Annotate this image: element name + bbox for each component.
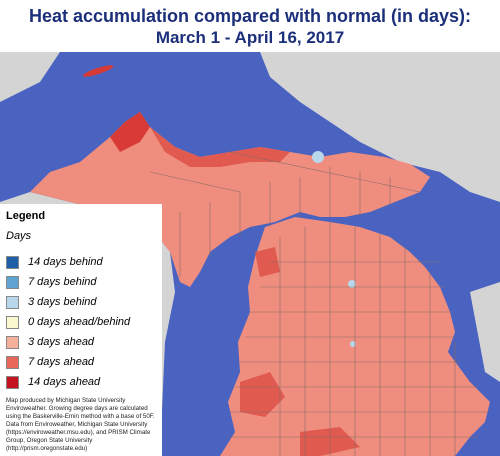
legend-subheading: Days [6, 230, 32, 242]
legend-heading: Legend [6, 210, 46, 222]
lower-peninsula-hot-patch-1 [240, 372, 285, 417]
legend-swatch [6, 335, 19, 349]
keweenaw-hot-zone [110, 112, 150, 152]
legend-item: 7 days behind [6, 272, 162, 292]
title-line-1: Heat accumulation compared with normal (… [28, 6, 472, 26]
legend-item: 3 days behind [6, 292, 162, 312]
legend-items: 14 days behind 7 days behind 3 days behind… [6, 252, 162, 392]
legend-item: 0 days ahead/behind [6, 312, 162, 332]
legend-swatch [6, 375, 19, 389]
map-credit-text: Map produced by Michigan State Universit… [6, 397, 155, 452]
legend-panel: Legend Days 14 days behind 7 days behind 3… [0, 204, 162, 456]
county-boundaries [149, 151, 488, 456]
cool-spot-3 [350, 341, 356, 347]
legend-item-label: 7 days ahead [28, 356, 95, 368]
legend-item: 14 days behind [6, 252, 162, 272]
legend-swatch [6, 355, 19, 369]
legend-item: 3 days ahead [6, 332, 162, 352]
title-line-2: March 1 - April 16, 2017 [155, 28, 345, 47]
legend-item: 14 days ahead [6, 372, 162, 392]
upper-peninsula [30, 112, 430, 287]
cool-spot-2 [348, 280, 356, 288]
legend-item-label: 7 days behind [28, 276, 97, 288]
legend-item-label: 14 days ahead [28, 376, 101, 388]
legend-swatch [6, 295, 19, 309]
legend-item-label: 14 days behind [28, 256, 103, 268]
legend-item-label: 3 days behind [28, 296, 97, 308]
ontario-east-land [470, 282, 500, 382]
legend-swatch [6, 315, 19, 329]
legend-item-label: 3 days ahead [28, 336, 95, 348]
legend-item-label: 0 days ahead/behind [28, 316, 131, 328]
minnesota-land [0, 52, 60, 102]
legend-swatch [6, 255, 19, 269]
ontario-land [260, 52, 500, 202]
legend-item: 7 days ahead [6, 352, 162, 372]
map-title: Heat accumulation compared with normal (… [0, 0, 500, 52]
legend-swatch [6, 275, 19, 289]
lower-peninsula-hot-patch-3 [255, 247, 280, 277]
cool-spot-1 [312, 151, 324, 163]
isle-royale [82, 65, 114, 77]
